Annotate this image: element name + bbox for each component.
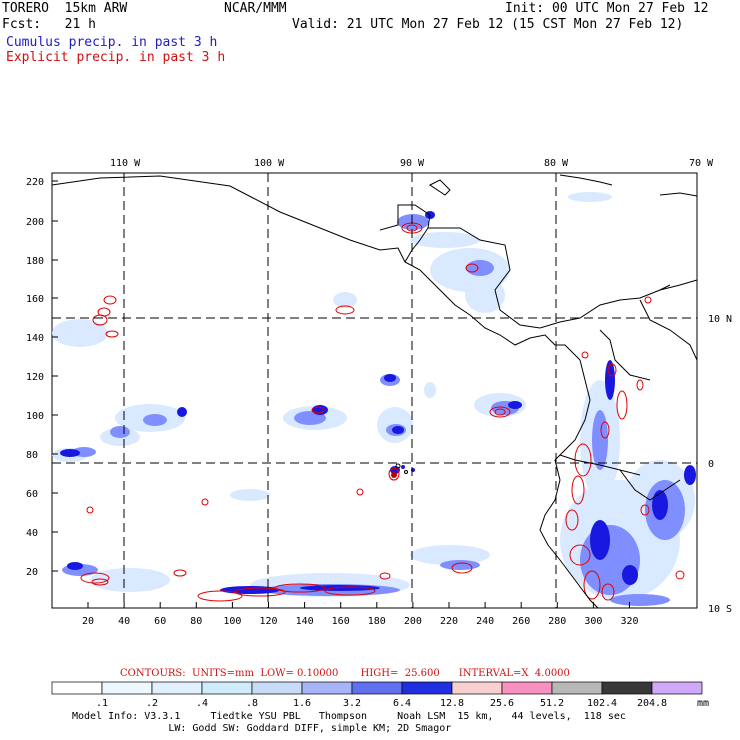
color-bar-label: 51.2 (540, 698, 564, 709)
x-tick-label: 240 (476, 616, 494, 627)
lon-label: 110 W (110, 158, 141, 169)
color-bar-label: 204.8 (637, 698, 667, 709)
color-bar-label: .8 (246, 698, 258, 709)
x-tick-label: 300 (584, 616, 602, 627)
lon-label: 90 W (400, 158, 425, 169)
y-tick-label: 200 (26, 217, 44, 228)
color-bar-label: .4 (196, 698, 208, 709)
valid-time: Valid: 21 UTC Mon 27 Feb 12 (15 CST Mon … (292, 17, 684, 32)
color-bar-swatch (651, 681, 703, 695)
color-bar-swatch (251, 681, 303, 695)
contours-info: CONTOURS: UNITS=mm LOW= 0.10000 HIGH= 25… (120, 668, 570, 679)
color-bar-label: .1 (96, 698, 108, 709)
color-bar-label: 1.6 (293, 698, 311, 709)
color-bar-swatch (601, 681, 653, 695)
y-tick-label: 140 (26, 333, 44, 344)
color-bar-labels: .1 .2 .4 .8 1.6 3.2 6.4 12.8 25.6 51.2 102.4 204.8 (96, 698, 667, 709)
color-bar-label: 12.8 (440, 698, 464, 709)
model-info-line1: Model Info: V3.3.1 Tiedtke YSU PBL Thomp… (72, 711, 626, 722)
cumulus-precip-areas (52, 192, 696, 606)
x-tick-label: 180 (368, 616, 386, 627)
color-bar (51, 681, 703, 695)
color-bar-label: 25.6 (490, 698, 514, 709)
color-bar-swatch (351, 681, 403, 695)
y-tick-label: 120 (26, 372, 44, 383)
color-bar-swatch (151, 681, 203, 695)
coastlines (51, 174, 698, 609)
forecast-hour: Fcst: 21 h (2, 17, 96, 32)
lat-label: 10 S (708, 604, 732, 615)
y-tick-label: 80 (26, 450, 38, 461)
color-bar-swatch (101, 681, 153, 695)
x-tick-label: 200 (404, 616, 422, 627)
top-longitude-labels: 110 W 100 W 90 W 80 W 70 W (110, 158, 714, 169)
color-bar-label: .2 (146, 698, 158, 709)
y-tick-label: 60 (26, 489, 38, 500)
color-bar-label: 3.2 (343, 698, 361, 709)
explicit-field-label: Explicit precip. in past 3 h (6, 50, 226, 65)
y-tick-label: 40 (26, 528, 38, 539)
x-axis-ticks: 20 40 60 80 100 120 140 160 180 200 220 240 260 280 30… (82, 602, 639, 627)
color-bar-label: 6.4 (393, 698, 411, 709)
x-tick-label: 220 (440, 616, 458, 627)
color-bar-label: 102.4 (587, 698, 617, 709)
x-tick-label: 20 (82, 616, 94, 627)
color-bar-swatch (451, 681, 503, 695)
x-tick-label: 80 (190, 616, 202, 627)
color-bar-swatch (401, 681, 453, 695)
model-info-line2: LW: Godd SW: Goddard DIFF, simple KM; 2D… (72, 723, 452, 734)
y-tick-label: 20 (26, 567, 38, 578)
lat-label: 0 (708, 459, 714, 470)
explicit-precip-contours (80, 222, 685, 602)
x-tick-label: 40 (118, 616, 130, 627)
cumulus-field-label: Cumulus precip. in past 3 h (6, 35, 218, 50)
x-tick-label: 320 (620, 616, 638, 627)
x-tick-label: 260 (512, 616, 530, 627)
x-tick-label: 280 (548, 616, 566, 627)
y-tick-label: 220 (26, 177, 44, 188)
color-bar-swatch (201, 681, 253, 695)
x-tick-label: 60 (154, 616, 166, 627)
y-axis-ticks: 220 200 180 160 140 120 100 80 60 40 20 (26, 177, 58, 578)
color-bar-swatch (501, 681, 553, 695)
color-bar-swatch (301, 681, 353, 695)
init-time: Init: 00 UTC Mon 27 Feb 12 (505, 1, 709, 16)
color-bar-swatch (51, 681, 103, 695)
color-bar-swatch (551, 681, 603, 695)
y-tick-label: 180 (26, 256, 44, 267)
lat-label: 10 N (708, 314, 732, 325)
lon-label: 80 W (544, 158, 569, 169)
lon-label: 70 W (689, 158, 714, 169)
lat-lon-grid (52, 173, 697, 608)
y-tick-label: 100 (26, 411, 44, 422)
color-bar-unit: mm (697, 698, 709, 709)
organization-label: NCAR/MMM (224, 1, 287, 16)
model-title: TORERO 15km ARW (2, 1, 128, 16)
lon-label: 100 W (254, 158, 285, 169)
y-tick-label: 160 (26, 294, 44, 305)
right-latitude-labels: 10 N 0 10 S (708, 314, 732, 615)
x-tick-label: 160 (332, 616, 350, 627)
x-tick-label: 140 (296, 616, 314, 627)
x-tick-label: 100 (223, 616, 241, 627)
x-tick-label: 120 (259, 616, 277, 627)
